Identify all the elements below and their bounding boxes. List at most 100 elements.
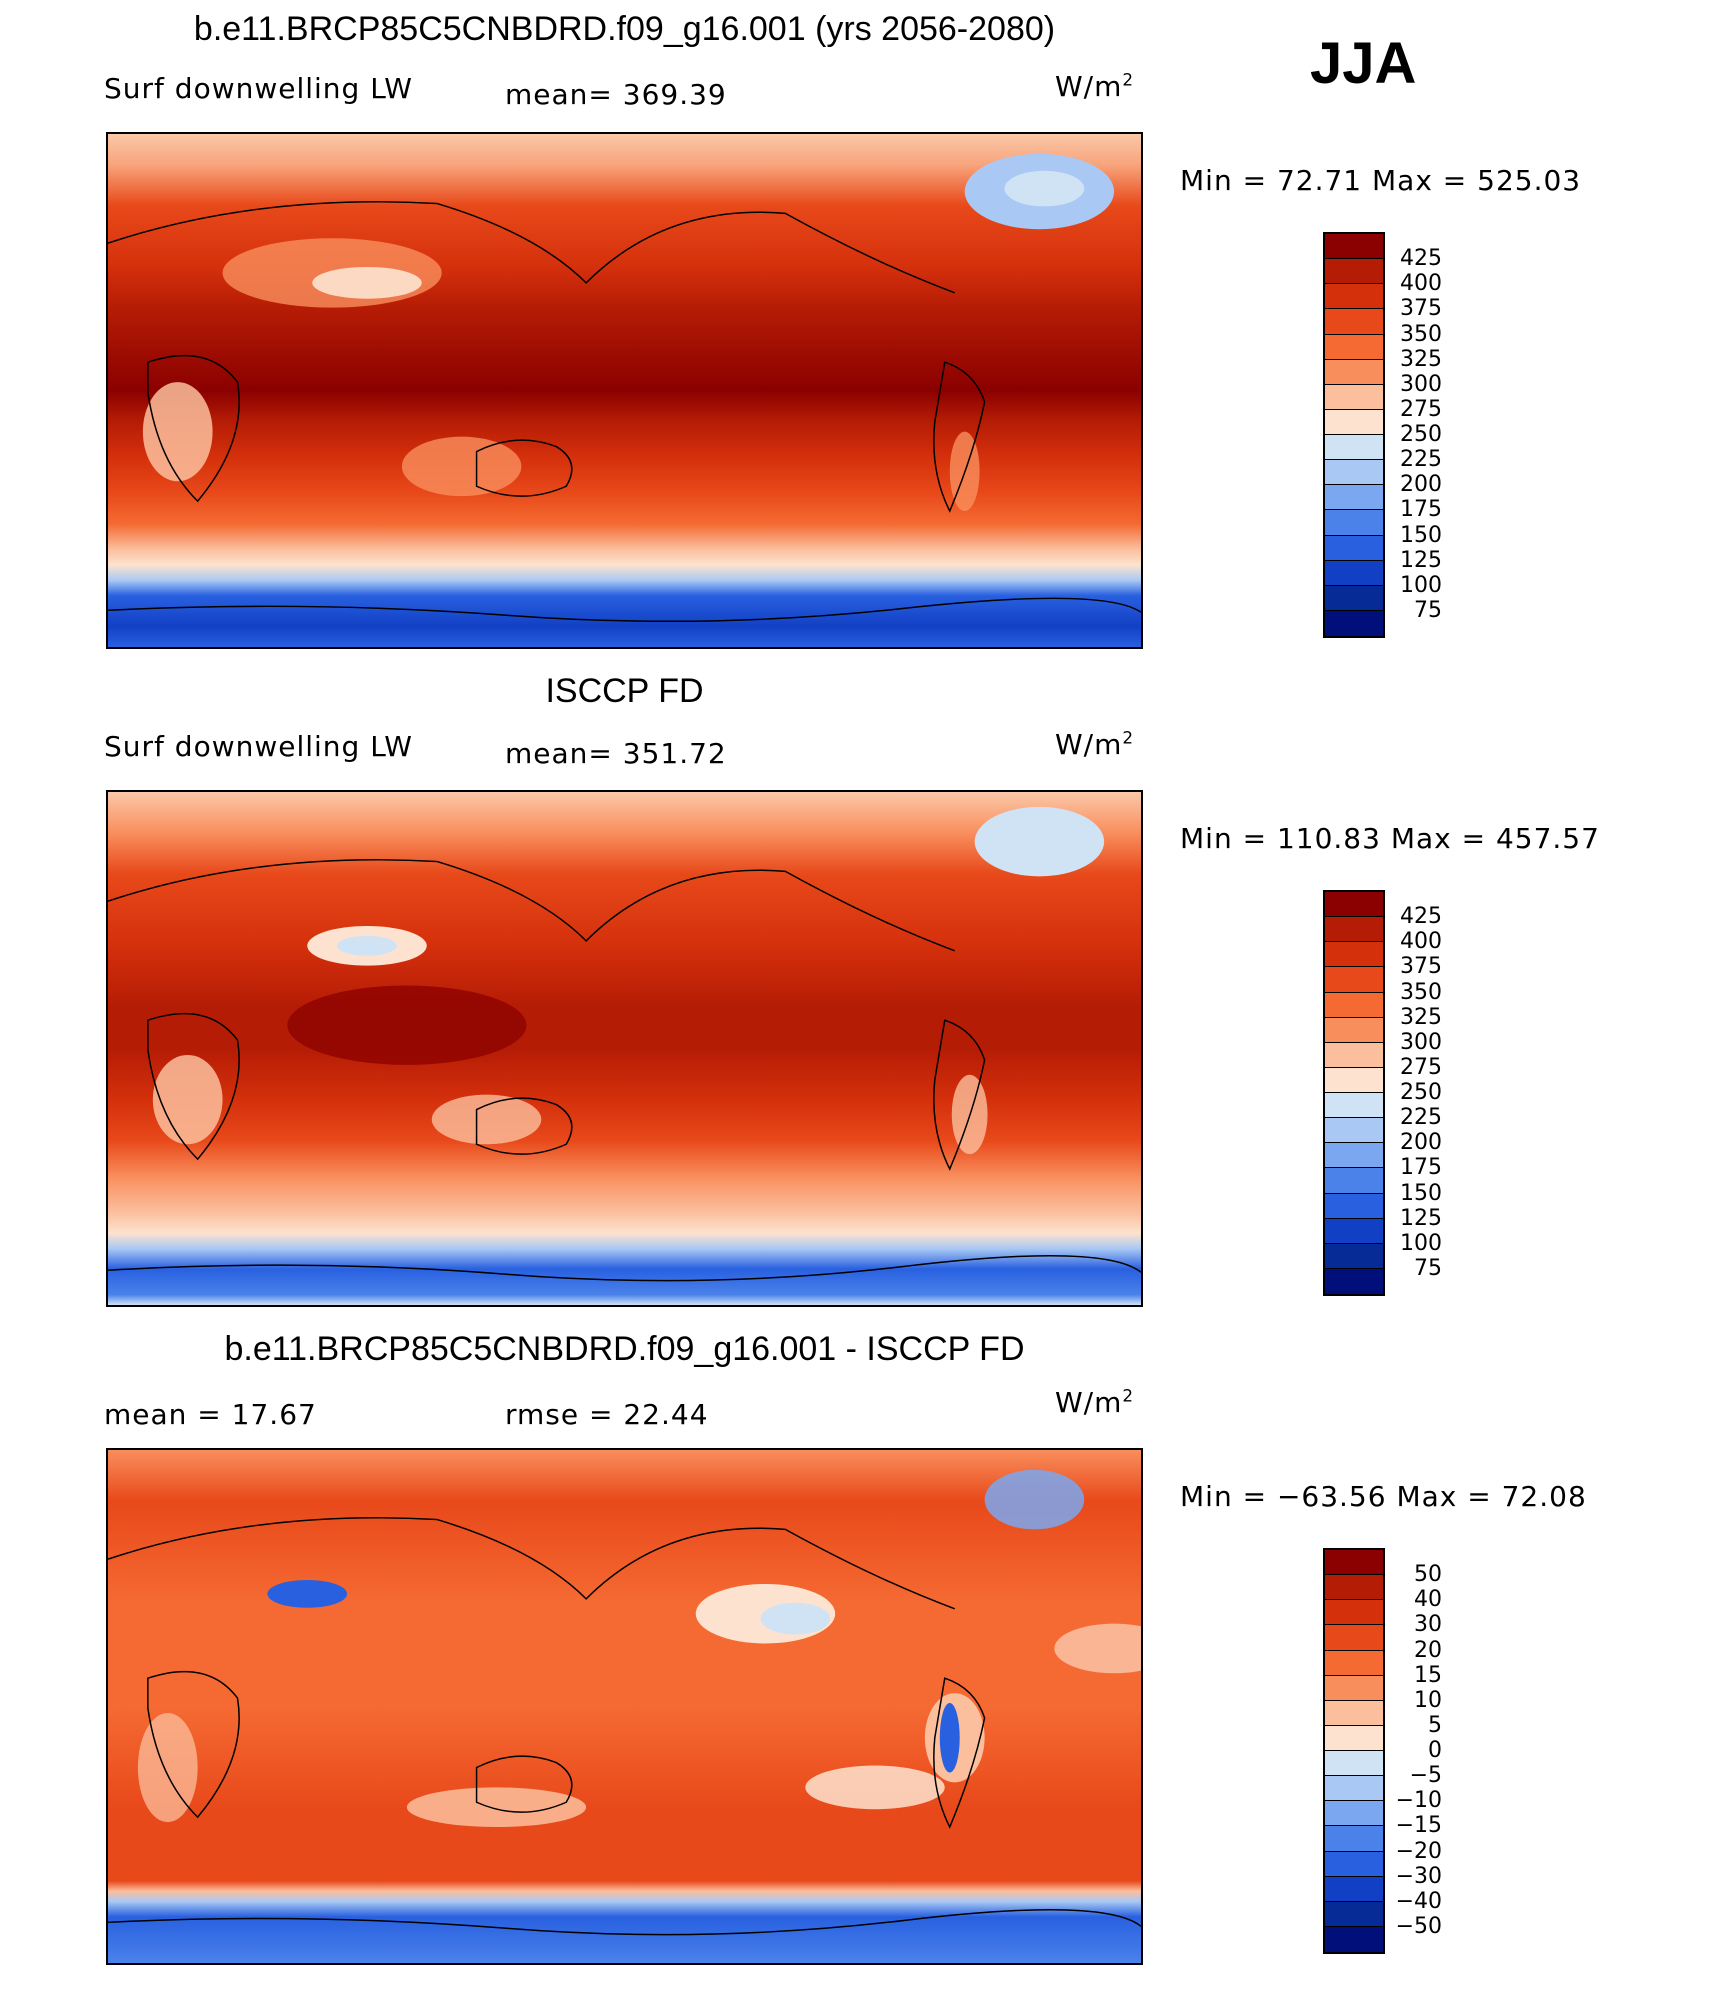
colorbar-tick-label: 225	[1400, 447, 1442, 473]
colorbar-segment	[1325, 535, 1383, 561]
colorbar-tick-label: −10	[1395, 1788, 1442, 1814]
colorbar-tick-label: 150	[1400, 522, 1442, 548]
colorbar-segment	[1325, 892, 1383, 918]
panel3-colorbar	[1323, 1548, 1385, 1954]
colorbar-tick-label: 350	[1400, 979, 1442, 1005]
colorbar-tick-label: −20	[1395, 1838, 1442, 1864]
colorbar-tick-label: 50	[1414, 1562, 1442, 1588]
colorbar-tick-label: −50	[1395, 1913, 1442, 1939]
colorbar-segment	[1325, 1575, 1383, 1601]
colorbar-tick-label: 250	[1400, 422, 1442, 447]
colorbar-segment	[1325, 1042, 1383, 1068]
panel3-title: b.e11.BRCP85C5CNBDRD.f09_g16.001 - ISCCP…	[224, 1330, 1025, 1368]
colorbar-tick-label: 125	[1400, 1205, 1442, 1231]
colorbar-tick-label: 100	[1400, 1230, 1442, 1256]
colorbar-segment	[1325, 384, 1383, 410]
panel3-mean: mean = 17.67	[104, 1398, 317, 1431]
colorbar-tick-label: 150	[1400, 1180, 1442, 1206]
panel3-minmax: Min = −63.56 Max = 72.08	[1180, 1480, 1587, 1513]
colorbar-segment	[1325, 917, 1383, 943]
colorbar-segment	[1325, 1550, 1383, 1576]
colorbar-segment	[1325, 1826, 1383, 1852]
colorbar-segment	[1325, 1751, 1383, 1777]
colorbar-segment	[1325, 1193, 1383, 1219]
colorbar-tick-label: 300	[1400, 1029, 1442, 1055]
colorbar-segment	[1325, 1268, 1383, 1294]
colorbar-tick-label: 0	[1428, 1738, 1442, 1763]
colorbar-segment	[1325, 560, 1383, 586]
colorbar-segment	[1325, 1725, 1383, 1751]
panel3-rmse: rmse = 22.44	[505, 1398, 709, 1431]
colorbar-segment	[1325, 1700, 1383, 1726]
season-label: JJA	[1310, 31, 1417, 96]
colorbar-tick-label: 300	[1400, 371, 1442, 397]
colorbar-segment	[1325, 585, 1383, 611]
colorbar-segment	[1325, 460, 1383, 486]
colorbar-tick-label: 350	[1400, 321, 1442, 347]
panel1-variable: Surf downwelling LW	[104, 72, 413, 105]
colorbar-tick-label: 250	[1400, 1080, 1442, 1105]
colorbar-tick-label: 10	[1414, 1687, 1442, 1713]
panel1-minmax: Min = 72.71 Max = 525.03	[1180, 164, 1582, 197]
colorbar-segment	[1325, 1801, 1383, 1827]
colorbar-segment	[1325, 1017, 1383, 1043]
panel1-colorbar	[1323, 232, 1385, 638]
colorbar-segment	[1325, 1650, 1383, 1676]
panel2-units: W/m2	[1055, 727, 1135, 761]
colorbar-tick-label: 100	[1400, 572, 1442, 598]
colorbar-tick-label: 425	[1400, 246, 1442, 272]
panel2-minmax: Min = 110.83 Max = 457.57	[1180, 822, 1600, 855]
colorbar-tick-label: 15	[1414, 1662, 1442, 1688]
colorbar-segment	[1325, 1243, 1383, 1269]
panel3-units: W/m2	[1055, 1385, 1135, 1419]
panel1-units: W/m2	[1055, 69, 1135, 103]
colorbar-segment	[1325, 1926, 1383, 1952]
colorbar-segment	[1325, 1901, 1383, 1927]
panel2-title: ISCCP FD	[545, 672, 704, 710]
colorbar-segment	[1325, 1143, 1383, 1169]
colorbar-segment	[1325, 1118, 1383, 1144]
colorbar-tick-label: 30	[1414, 1612, 1442, 1638]
colorbar-segment	[1325, 610, 1383, 636]
colorbar-tick-label: 5	[1428, 1712, 1442, 1738]
colorbar-segment	[1325, 510, 1383, 536]
colorbar-segment	[1325, 1776, 1383, 1802]
colorbar-tick-label: 275	[1400, 396, 1442, 422]
colorbar-segment	[1325, 259, 1383, 285]
colorbar-segment	[1325, 409, 1383, 435]
colorbar-segment	[1325, 1851, 1383, 1877]
colorbar-segment	[1325, 1067, 1383, 1093]
colorbar-tick-label: −30	[1395, 1863, 1442, 1889]
colorbar-segment	[1325, 485, 1383, 511]
panel2-variable: Surf downwelling LW	[104, 730, 413, 763]
colorbar-tick-label: 375	[1400, 954, 1442, 980]
panel2-map	[106, 790, 1143, 1307]
colorbar-tick-label: −15	[1395, 1813, 1442, 1839]
colorbar-tick-label: 325	[1400, 346, 1442, 372]
colorbar-segment	[1325, 359, 1383, 385]
colorbar-segment	[1325, 1168, 1383, 1194]
colorbar-segment	[1325, 942, 1383, 968]
colorbar-segment	[1325, 435, 1383, 461]
colorbar-tick-label: −40	[1395, 1888, 1442, 1914]
colorbar-tick-label: 200	[1400, 1130, 1442, 1156]
colorbar-tick-label: 20	[1414, 1637, 1442, 1663]
panel1-map	[106, 132, 1143, 649]
panel1-title: b.e11.BRCP85C5CNBDRD.f09_g16.001 (yrs 20…	[193, 10, 1056, 48]
colorbar-tick-label: 425	[1400, 904, 1442, 930]
panel3-map	[106, 1448, 1143, 1965]
colorbar-segment	[1325, 334, 1383, 360]
colorbar-tick-label: 325	[1400, 1004, 1442, 1030]
colorbar-tick-label: 175	[1400, 497, 1442, 523]
colorbar-segment	[1325, 1093, 1383, 1119]
colorbar-tick-label: 40	[1414, 1587, 1442, 1613]
colorbar-segment	[1325, 992, 1383, 1018]
colorbar-segment	[1325, 1675, 1383, 1701]
colorbar-tick-label: 400	[1400, 271, 1442, 297]
colorbar-tick-label: 400	[1400, 929, 1442, 955]
colorbar-segment	[1325, 967, 1383, 993]
colorbar-segment	[1325, 234, 1383, 260]
colorbar-tick-label: 200	[1400, 472, 1442, 498]
colorbar-tick-label: 225	[1400, 1105, 1442, 1131]
colorbar-segment	[1325, 1625, 1383, 1651]
